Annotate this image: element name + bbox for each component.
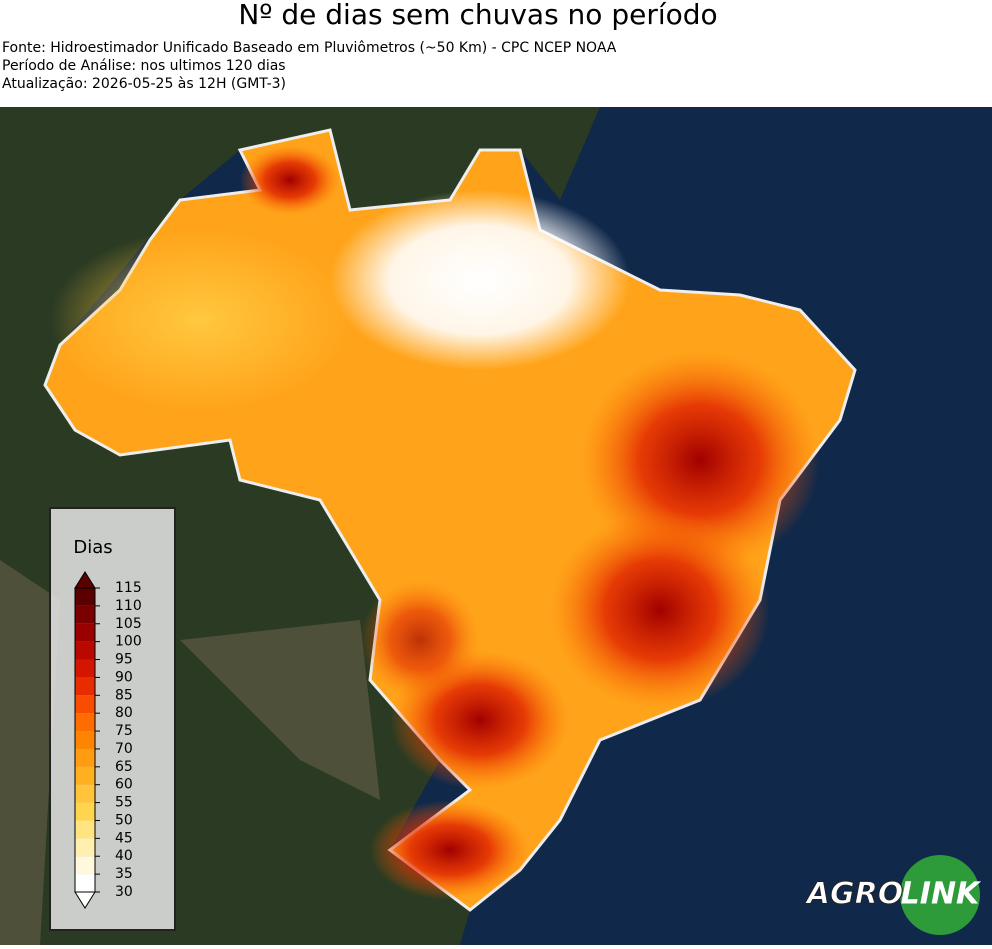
colorbar-tick-label: 70 [115,741,133,757]
colorbar-tick-label: 55 [115,795,133,811]
colorbar-tick-label: 90 [115,669,133,685]
colorbar-tick-label: 75 [115,723,133,739]
colorbar-segment [75,623,95,642]
colorbar-tick-label: 45 [115,830,133,846]
land-dry [0,560,380,945]
colorbar-segment [75,838,95,857]
colorbar-frame [74,587,96,893]
logo-right: LINK [901,877,982,912]
colorbar-segment [75,713,95,732]
colorbar-tick-label: 50 [115,812,133,828]
colorbar-segment [75,748,95,767]
colorbar-tick-label: 115 [115,580,142,596]
legend-box [49,507,176,931]
map [0,107,992,945]
colorbar-tick-label: 95 [115,652,133,668]
colorbar-segment [75,588,95,606]
period-line: Período de Análise: nos ultimos 120 dias [2,58,286,74]
colorbar-segment [75,731,95,749]
legend-title: Dias [73,537,112,558]
colorbar-tick-label: 80 [115,705,133,721]
colorbar-tick-label: 40 [115,848,133,864]
colorbar-tick-label: 105 [115,616,142,632]
colorbar-segment [75,605,95,624]
colorbar-segment [75,695,95,714]
update-line: Atualização: 2026-05-25 às 12H (GMT-3) [2,76,286,92]
logo-left: AGRO [805,877,903,912]
colorbar-segment [75,677,95,696]
colorbar-segment [75,874,95,892]
colorbar-tick-label: 100 [115,634,142,650]
colorbar-tick-label: 85 [115,687,133,703]
colorbar-segment [75,856,95,875]
source-line: Fonte: Hidroestimador Unificado Baseado … [2,40,617,56]
colorbar-segment [75,802,95,821]
title: Nº de dias sem chuvas no período [238,0,717,31]
colorbar-tick-label: 30 [115,884,133,900]
colorbar-segment [75,784,95,803]
colorbar-segment [75,766,95,785]
colorbar-segment [75,659,95,678]
colorbar-tick-label: 110 [115,598,142,614]
colorbar-segment [75,820,95,839]
colorbar-tick-label: 35 [115,866,133,882]
colorbar-segment [75,641,95,660]
colorbar-tick-label: 65 [115,759,133,775]
colorbar-tick-label: 60 [115,777,133,793]
logo: AGRO LINK [804,855,982,935]
